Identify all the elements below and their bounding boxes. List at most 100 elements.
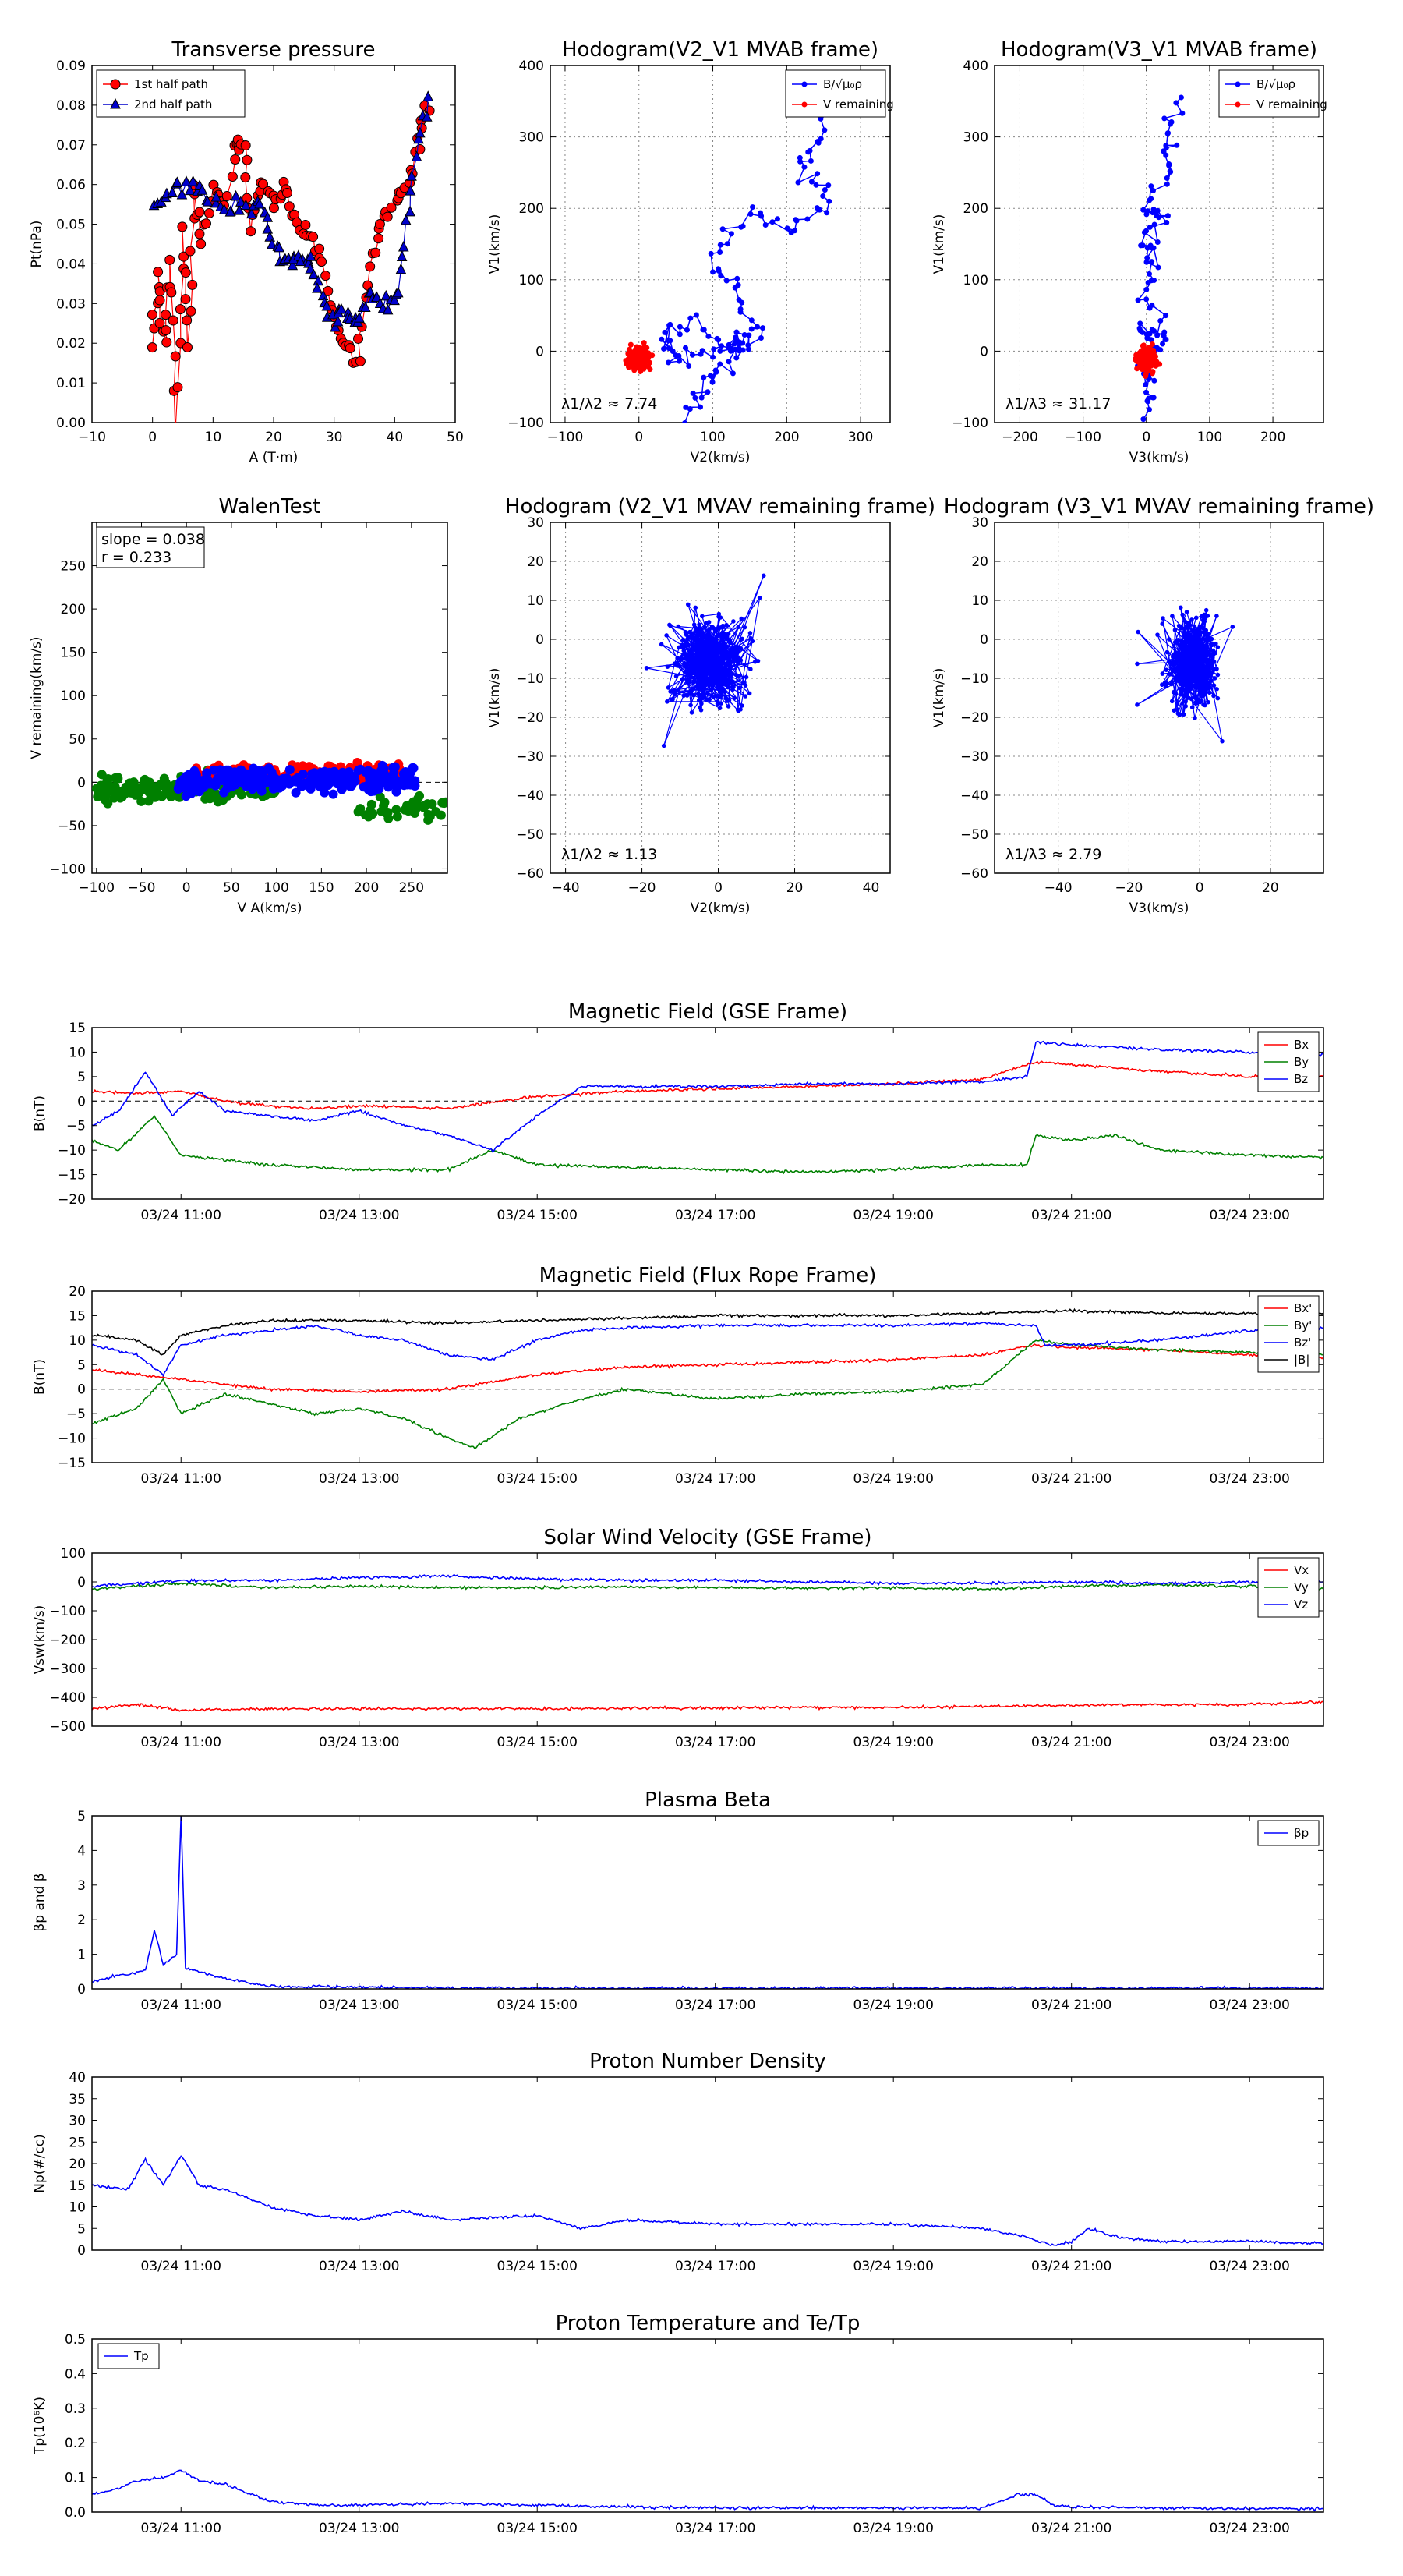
data-point: [726, 704, 731, 709]
data-point: [227, 172, 238, 182]
data-point: [1193, 615, 1199, 621]
x-tick-label: 20: [1262, 880, 1279, 896]
data-point: [1164, 181, 1170, 187]
y-tick-label: 0.1: [65, 2471, 86, 2486]
y-tick-label: 100: [61, 688, 86, 704]
data-point: [739, 616, 744, 621]
data-point: [687, 690, 693, 695]
time-tick-label: 03/24 19:00: [853, 2521, 934, 2536]
data-point: [181, 175, 192, 186]
data-point: [234, 767, 244, 777]
data-point: [1160, 671, 1165, 676]
y-tick-label: 200: [519, 201, 544, 217]
x-axis-label: V2(km/s): [691, 450, 751, 465]
legend-label: Bx': [1294, 1301, 1312, 1315]
data-point: [688, 657, 693, 663]
time-tick-label: 03/24 23:00: [1209, 1735, 1289, 1750]
data-point: [726, 677, 731, 682]
data-point: [703, 680, 708, 685]
data-point: [113, 773, 123, 784]
data-point: [626, 364, 632, 370]
series-line: [646, 575, 765, 746]
data-point: [699, 701, 704, 706]
data-point: [742, 625, 747, 630]
data-point: [698, 708, 704, 713]
data-point: [1148, 183, 1154, 189]
data-point: [377, 760, 387, 770]
data-point: [717, 242, 723, 248]
y-tick-label: 30: [971, 515, 988, 531]
time-tick-label: 03/24 15:00: [497, 1735, 578, 1750]
y-tick-label: −15: [58, 1456, 86, 1471]
data-point: [1172, 639, 1178, 645]
data-point: [258, 179, 269, 189]
data-point: [336, 778, 346, 788]
data-point: [689, 634, 694, 639]
data-point: [748, 326, 755, 332]
panel-proton-temperature: 03/24 11:00 03/24 13:00 03/24 15:00 03/24 1…: [32, 2312, 1324, 2536]
data-point: [667, 321, 673, 327]
y-axis-label: Vsw(km/s): [32, 1605, 48, 1675]
data-point: [1171, 654, 1175, 660]
data-point: [647, 366, 653, 373]
data-point: [386, 202, 397, 213]
data-point: [1142, 350, 1148, 356]
data-point: [644, 666, 649, 671]
data-point: [187, 279, 198, 290]
data-point: [1200, 617, 1206, 623]
data-point: [194, 207, 205, 218]
data-point: [701, 648, 706, 653]
data-point: [1181, 675, 1186, 681]
data-point: [1167, 637, 1172, 642]
data-point: [687, 680, 691, 685]
data-point: [625, 351, 631, 357]
x-tick-label: −20: [628, 880, 656, 896]
data-point: [707, 653, 712, 657]
x-tick-label: −40: [1044, 880, 1073, 896]
data-point: [1199, 671, 1204, 675]
data-point: [1203, 656, 1208, 661]
data-point: [1143, 287, 1150, 293]
legend-label: Vx: [1294, 1563, 1309, 1577]
series-line-Vy: [92, 1581, 1323, 1591]
slope-label: slope = 0.038: [101, 531, 205, 548]
data-point: [1146, 358, 1152, 364]
legend-label: 1st half path: [134, 77, 208, 91]
data-point: [1135, 702, 1140, 707]
y-tick-label: −5: [66, 1407, 86, 1422]
data-point: [405, 205, 415, 217]
data-point: [805, 149, 811, 155]
y-tick-label: 10: [69, 1045, 86, 1060]
data-point: [732, 658, 737, 663]
data-point: [673, 352, 679, 359]
data-point: [797, 154, 803, 161]
axes-frame: [91, 1815, 1324, 1990]
data-point: [1179, 688, 1184, 694]
time-tick-label: 03/24 21:00: [1031, 2521, 1111, 2536]
x-tick-label: 50: [447, 430, 464, 445]
data-point: [665, 359, 671, 366]
data-point: [1183, 699, 1188, 704]
data-point: [1155, 264, 1161, 271]
data-point: [665, 338, 671, 344]
series-line-By': [92, 1339, 1323, 1450]
data-point: [317, 770, 327, 780]
legend: Vx Vy Vz: [1257, 1557, 1320, 1618]
x-tick-label: 40: [863, 880, 880, 896]
data-point: [1197, 664, 1202, 669]
data-point: [1143, 259, 1150, 265]
data-point: [247, 777, 257, 787]
data-point: [1135, 297, 1141, 303]
panel-title: Solar Wind Velocity (GSE Frame): [543, 1526, 871, 1549]
plot-data: [92, 1040, 1323, 1175]
y-tick-label: 0: [535, 632, 544, 648]
data-point: [203, 208, 214, 219]
data-point: [1163, 152, 1169, 158]
data-point: [740, 703, 744, 708]
data-point: [697, 622, 702, 627]
data-point: [175, 304, 186, 315]
data-point: [758, 334, 764, 341]
data-point: [196, 184, 208, 195]
y-tick-label: 5: [77, 1357, 86, 1373]
data-point: [1193, 716, 1197, 720]
